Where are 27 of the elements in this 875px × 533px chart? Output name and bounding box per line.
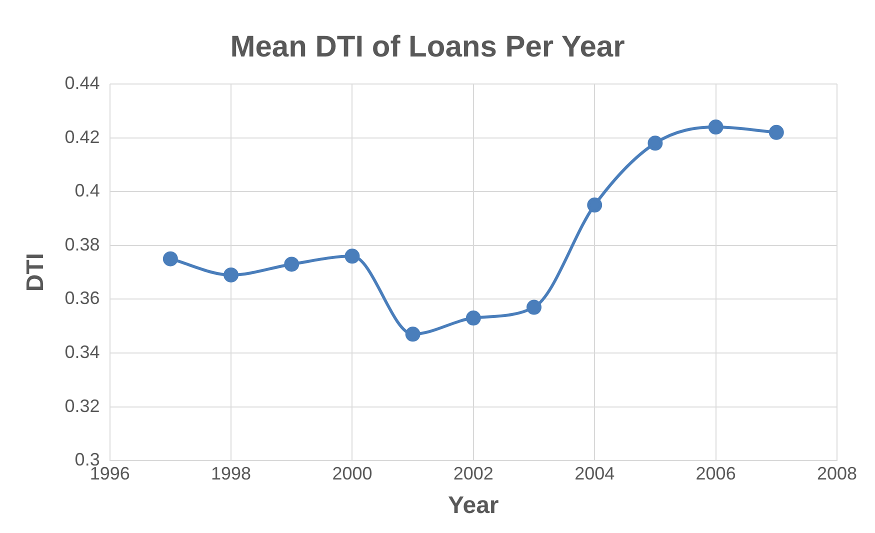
y-tick-label: 0.44 (64, 72, 100, 93)
point (526, 300, 542, 315)
y-tick-label: 0.4 (74, 180, 100, 201)
point (708, 120, 724, 135)
point (162, 251, 178, 266)
y-axis-title: DTI (22, 252, 50, 292)
point (587, 198, 602, 213)
point (466, 310, 481, 326)
x-tick-label: 2002 (453, 463, 494, 484)
x-tick-label: 2000 (332, 463, 372, 484)
y-tick-label: 0.38 (64, 234, 100, 254)
point (344, 248, 360, 264)
point (284, 256, 300, 272)
x-tick-label: 2008 (816, 463, 858, 484)
point (648, 136, 663, 151)
x-tick-label: 1998 (211, 463, 252, 484)
point (768, 124, 784, 140)
y-tick-label: 0.36 (64, 288, 100, 308)
point (224, 267, 239, 282)
x-axis-title: Year (448, 492, 499, 520)
x-tick-label: 2006 (696, 463, 736, 484)
y-tick-label: 0.42 (64, 126, 100, 147)
y-tick-label: 0.34 (64, 342, 100, 362)
chart-title: Mean DTI of Loans Per Year (230, 30, 626, 64)
point (405, 326, 420, 342)
x-tick-label: 2004 (574, 463, 615, 484)
y-tick-label: 0.32 (64, 396, 100, 416)
